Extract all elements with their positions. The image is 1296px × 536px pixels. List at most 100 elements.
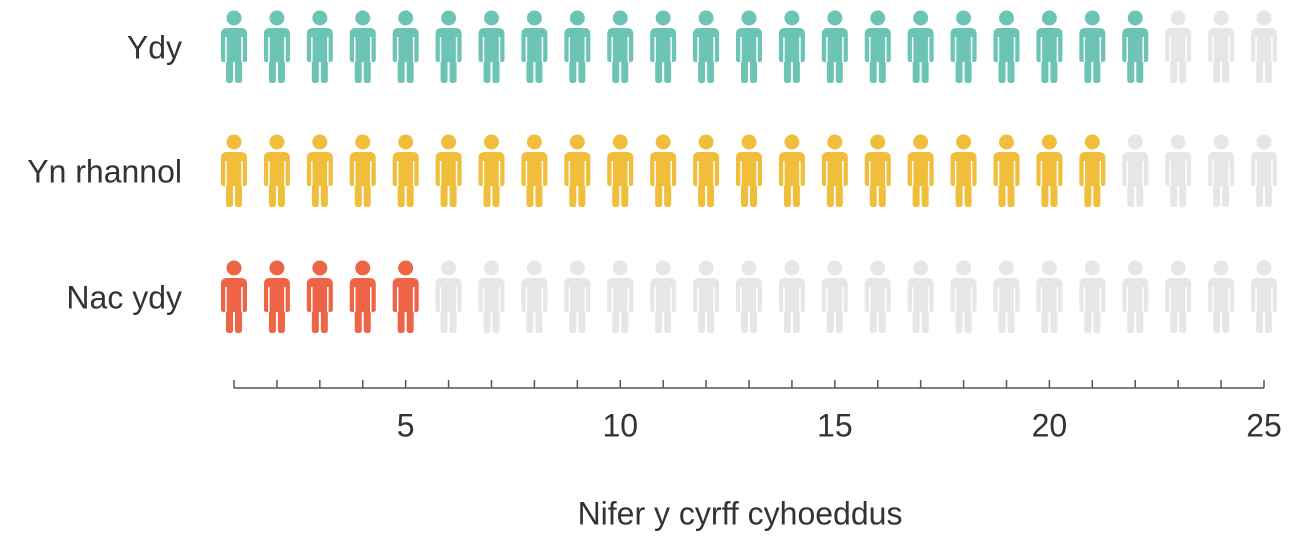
icon-body <box>1079 152 1106 207</box>
icon-head <box>1084 10 1100 26</box>
icon-body <box>607 28 634 83</box>
person-icon <box>650 10 677 83</box>
icon-head <box>999 260 1014 276</box>
icon-head <box>827 134 843 150</box>
icon-head <box>612 134 628 150</box>
icon-body <box>349 28 376 83</box>
icon-body <box>821 28 848 83</box>
icon-body <box>1208 152 1235 207</box>
person-icon <box>1251 134 1277 207</box>
icon-body <box>907 28 934 83</box>
person-icon <box>521 260 548 333</box>
icon-head <box>226 134 242 150</box>
icon-body <box>1208 278 1235 333</box>
icon-body <box>736 152 762 207</box>
person-icon <box>1036 260 1063 333</box>
icon-head <box>784 134 800 150</box>
icon-head <box>913 10 929 26</box>
icon-body <box>1036 152 1063 207</box>
icon-head <box>913 260 929 276</box>
icon-body <box>736 278 762 333</box>
icon-body <box>564 278 591 333</box>
x-tick-label: 15 <box>817 407 853 443</box>
icon-head <box>698 10 714 26</box>
icon-body <box>392 278 419 333</box>
person-icon <box>821 260 848 333</box>
person-icon <box>736 10 762 83</box>
icon-body <box>650 28 677 83</box>
person-icon <box>478 134 505 207</box>
icon-head <box>956 260 972 276</box>
icon-body <box>993 28 1020 83</box>
icon-head <box>1041 134 1057 150</box>
icon-head <box>312 10 328 26</box>
person-icon <box>263 134 290 207</box>
icon-head <box>784 10 800 26</box>
person-icon <box>478 260 505 333</box>
icon-body <box>950 278 977 333</box>
icon-body <box>864 278 891 333</box>
person-icon <box>650 260 677 333</box>
x-axis-label: Nifer y cyrff cyhoeddus <box>578 495 903 531</box>
person-icon <box>607 134 634 207</box>
icon-head <box>269 134 285 150</box>
person-icon <box>221 10 247 83</box>
icon-body <box>521 28 548 83</box>
icon-body <box>564 152 591 207</box>
icon-head <box>827 260 843 276</box>
person-icon <box>221 260 247 333</box>
icon-head <box>1127 260 1143 276</box>
person-icon <box>1251 10 1277 83</box>
icon-head <box>1041 260 1057 276</box>
icon-body <box>607 278 634 333</box>
icon-body <box>864 152 891 207</box>
person-icon <box>993 10 1020 83</box>
person-icon <box>306 260 333 333</box>
icon-row <box>221 134 1106 207</box>
x-tick-label: 20 <box>1032 407 1068 443</box>
icon-head <box>741 260 757 276</box>
icon-body <box>693 278 720 333</box>
icon-body <box>1165 152 1192 207</box>
person-icon <box>392 260 419 333</box>
icon-body <box>1251 28 1277 83</box>
icon-head <box>484 134 499 150</box>
icon-head <box>870 134 886 150</box>
person-icon <box>564 10 591 83</box>
icon-head <box>441 10 457 26</box>
icon-head <box>569 10 585 26</box>
icon-body <box>736 28 762 83</box>
icon-head <box>612 260 628 276</box>
icon-body <box>1251 278 1277 333</box>
icon-body <box>221 152 247 207</box>
row-label: Ydy <box>127 29 182 65</box>
person-icon <box>263 260 290 333</box>
icon-body <box>1122 28 1149 83</box>
icon-body <box>1036 278 1063 333</box>
person-icon <box>1165 134 1192 207</box>
icon-head <box>484 10 499 26</box>
icon-head <box>612 10 628 26</box>
icon-body <box>950 28 977 83</box>
person-icon <box>564 260 591 333</box>
icon-head <box>441 134 457 150</box>
icon-body <box>907 152 934 207</box>
icon-head <box>526 260 542 276</box>
icon-body <box>435 278 462 333</box>
icon-body <box>521 152 548 207</box>
icon-body <box>1079 278 1106 333</box>
icon-head <box>999 10 1014 26</box>
icon-body <box>1036 28 1063 83</box>
icon-head <box>269 260 285 276</box>
person-icon <box>907 260 934 333</box>
person-icon <box>907 134 934 207</box>
person-icon <box>564 134 591 207</box>
row-label: Nac ydy <box>66 279 182 315</box>
icon-head <box>698 260 714 276</box>
icon-body <box>435 28 462 83</box>
icon-body <box>306 278 333 333</box>
icon-body <box>392 28 419 83</box>
icon-body <box>392 152 419 207</box>
icon-head <box>1041 10 1057 26</box>
person-icon <box>1208 260 1235 333</box>
